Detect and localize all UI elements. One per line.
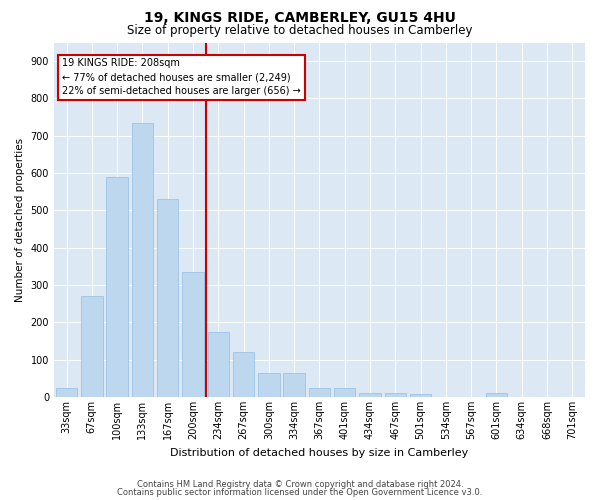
Bar: [359, 394, 381, 397]
Bar: [157, 199, 178, 397]
Bar: [81, 296, 103, 397]
Bar: [56, 388, 77, 397]
Bar: [258, 373, 280, 397]
Bar: [309, 388, 330, 397]
Bar: [233, 352, 254, 397]
Bar: [208, 332, 229, 397]
Text: 19, KINGS RIDE, CAMBERLEY, GU15 4HU: 19, KINGS RIDE, CAMBERLEY, GU15 4HU: [144, 11, 456, 25]
Bar: [182, 272, 204, 397]
Text: Size of property relative to detached houses in Camberley: Size of property relative to detached ho…: [127, 24, 473, 37]
Text: 19 KINGS RIDE: 208sqm
← 77% of detached houses are smaller (2,249)
22% of semi-d: 19 KINGS RIDE: 208sqm ← 77% of detached …: [62, 58, 301, 96]
Bar: [486, 394, 507, 397]
X-axis label: Distribution of detached houses by size in Camberley: Distribution of detached houses by size …: [170, 448, 469, 458]
Bar: [131, 122, 153, 397]
Bar: [283, 373, 305, 397]
Bar: [334, 388, 355, 397]
Bar: [106, 177, 128, 397]
Bar: [410, 394, 431, 397]
Text: Contains public sector information licensed under the Open Government Licence v3: Contains public sector information licen…: [118, 488, 482, 497]
Y-axis label: Number of detached properties: Number of detached properties: [15, 138, 25, 302]
Text: Contains HM Land Registry data © Crown copyright and database right 2024.: Contains HM Land Registry data © Crown c…: [137, 480, 463, 489]
Bar: [385, 394, 406, 397]
